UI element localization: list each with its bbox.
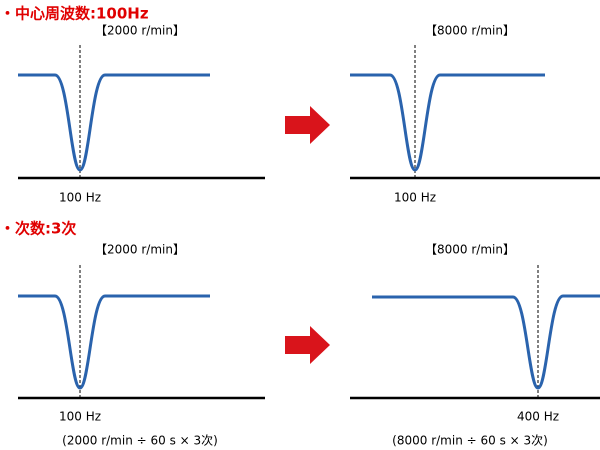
formula: (8000 r/min ÷ 60 s × 3次) [392,434,548,448]
section-heading: ・中心周波数:100Hz [0,5,149,23]
arrow [285,106,330,144]
section-heading: ・次数:3次 [0,220,76,238]
freq-label: 100 Hz [394,191,436,205]
speed-label: 【2000 r/min】 [95,24,185,38]
freq-label: 400 Hz [517,410,559,424]
notch-curve [18,73,210,172]
notch-curve [372,294,600,390]
speed-label: 【8000 r/min】 [425,243,515,257]
formula: (2000 r/min ÷ 60 s × 3次) [62,434,218,448]
speed-label: 【2000 r/min】 [95,243,185,257]
freq-label: 100 Hz [59,410,101,424]
speed-label: 【8000 r/min】 [425,24,515,38]
notch-curve [18,294,210,390]
arrow [285,326,330,364]
freq-label: 100 Hz [59,191,101,205]
notch-curve [350,73,545,172]
